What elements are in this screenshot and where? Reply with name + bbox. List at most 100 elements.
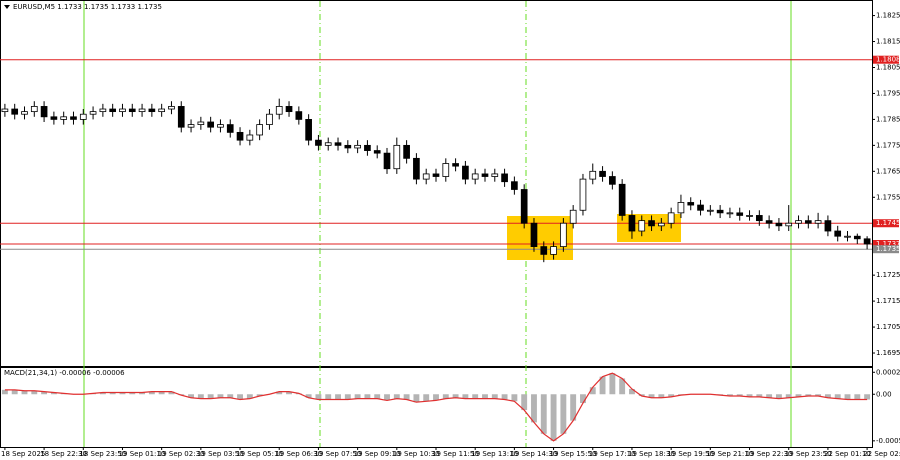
macd-bar [276,391,283,395]
macd-bar [736,394,743,397]
candle-body [305,119,312,141]
candle-body [60,116,68,120]
candle-body [736,212,744,216]
candle-body [197,121,205,125]
macd-bar [217,394,224,398]
macd-bar [824,394,831,398]
macd-bar [335,394,341,400]
candle-body [79,113,87,120]
candle-body [648,220,655,227]
candle-body [599,170,606,177]
price-level-box [873,245,899,254]
macd-bar [746,394,753,397]
candle-body [324,142,332,146]
macd-bar [41,391,48,395]
macd-bar [433,394,439,401]
macd-bar [658,394,665,398]
candle-body [589,170,597,180]
candle-body [168,106,175,110]
x-tick-label: 19 Sep 07:50 [315,450,362,458]
candle-body [99,108,107,113]
macd-title: MACD(21,34,1) -0.00006 -0.00006 [4,369,125,377]
y-tick-label: 1.1825 [876,12,900,20]
candle-body [266,113,273,125]
candle-body [354,144,361,149]
candle-body [726,212,734,215]
macd-bar [609,373,616,395]
candle-body [413,157,420,180]
price-level-label: 1.1735 [876,245,900,253]
macd-bar [11,389,18,395]
candle-body [795,220,802,224]
x-tick-label: 19 Sep 13:10 [471,450,518,458]
macd-bar [50,392,57,395]
candle-body [344,144,352,149]
y-tick-label: 1.1725 [876,271,900,279]
candle-body [128,108,136,113]
candle-body [275,106,283,115]
candle-body [501,173,508,183]
macd-bar [864,394,871,400]
price-level-box [873,55,899,64]
y-tick-label: 0.00 [876,390,892,398]
candle-body [824,220,832,232]
macd-bar [168,391,175,395]
candle-body [21,111,28,115]
price-level-box [873,219,899,228]
candle-body [765,220,773,224]
x-tick-label: 19 Sep 02:30 [158,450,205,458]
candle-body [638,220,646,232]
macd-bar [668,394,675,397]
macd-bar [462,394,469,399]
candle-body [226,124,234,133]
macd-bar [237,394,243,400]
candle-body [863,238,871,245]
x-tick-label: 19 Sep 21:10 [706,450,753,458]
candle-body [462,165,469,180]
macd-bar [1,389,8,395]
macd-bar [148,391,155,395]
x-tick-label: 19 Sep 19:50 [667,450,714,458]
candle-body [89,111,97,115]
y-tick-label: 1.1795 [876,89,900,97]
candle-body [207,121,214,128]
x-tick-label: 19 Sep 18:30 [628,450,675,458]
candle-body [628,215,636,232]
candle-body [295,111,303,120]
candle-body [716,209,724,214]
candle-body [804,220,812,224]
macd-bar [364,394,371,399]
candle-body [403,144,410,159]
candle-body [697,204,704,211]
y-tick-label: 1.1785 [876,115,900,123]
candle-body [285,106,293,113]
menu-arrow [4,5,10,9]
macd-bar [99,392,106,395]
candle-body [1,108,9,113]
macd-bar [775,394,782,399]
candle-body [844,235,851,238]
x-tick-label: 19 Sep 17:10 [589,450,636,458]
macd-bar [805,394,812,397]
macd-bar [844,394,851,400]
price-level-label: 1.1808 [876,56,900,64]
macd-bar [442,394,449,399]
candle-body [550,246,557,255]
macd-bar [119,392,126,395]
x-tick-label: 19 Sep 06:30 [275,450,322,458]
macd-bar [795,394,802,397]
candle-body [236,131,244,141]
candle-body [422,173,430,180]
candle-body [40,106,48,118]
macd-bar [472,394,479,399]
y-tick-label: 1.1695 [876,349,900,357]
y-tick-label: 1.1775 [876,141,900,149]
candle-body [187,124,195,128]
price-panel [0,0,873,367]
macd-bar [354,394,361,399]
candle-body [706,209,714,212]
macd-bar [756,394,763,397]
macd-bar [834,394,841,399]
chart-title: EURUSD,M5 1.1733 1.1735 1.1733 1.1735 [13,3,162,11]
macd-bar [521,394,528,411]
